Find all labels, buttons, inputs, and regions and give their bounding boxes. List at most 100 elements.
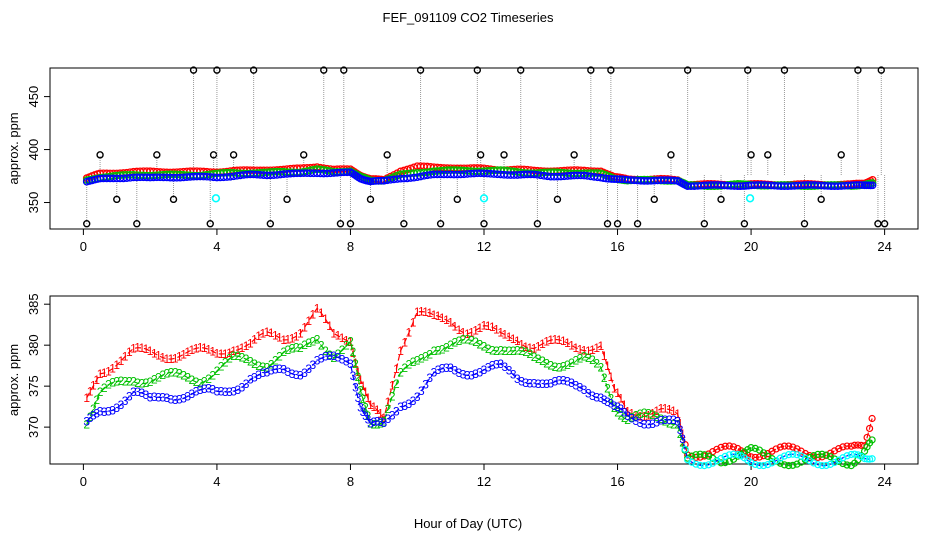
data-point-label: 1 [301,320,308,334]
calibration-point [700,220,709,228]
data-point-label: 3 [197,383,204,397]
data-point [822,461,830,470]
data-point [747,444,755,452]
data-point-label: 2 [560,360,567,374]
data-point-label: 2 [679,435,686,449]
data-point-label: 3 [539,377,546,391]
data-point-label: 1 [481,319,488,333]
data-point-label: 3 [297,368,304,382]
data-point-label: 1 [614,386,621,400]
data-point-label: 2 [243,352,250,366]
data-point-label: 3 [310,358,317,372]
data-point-label: 1 [377,407,384,421]
data-point-label: 3 [397,400,404,414]
y-axis-label: approx. ppm [6,112,21,184]
data-point [721,442,729,450]
data-point-label: 2 [87,410,94,424]
data-point-label: 2 [377,416,384,430]
data-point [759,461,768,470]
data-point-label: 2 [272,354,279,368]
calibration-point [153,151,161,159]
data-point-label: 2 [105,378,112,392]
data-point-label: 3 [593,391,600,405]
data-point-label: 3 [514,372,521,386]
data-point [615,175,624,183]
data-point-label: 2 [374,417,381,431]
data-point [717,459,725,467]
cyan-point [211,194,221,203]
data-point-label: 3 [581,383,588,397]
data-point-label: 2 [214,364,221,378]
data-point-label: 1 [268,326,275,340]
cyan-point [479,194,489,203]
calibration-point [320,66,328,74]
data-point [843,442,851,450]
calibration-point [553,195,562,204]
data-point-label: 1 [531,342,538,356]
data-point-label: 2 [385,402,392,416]
data-point [855,181,864,189]
data-point-label: 3 [426,371,433,385]
data-point-label: 2 [418,352,425,366]
data-point-label: 3 [314,353,321,367]
data-point-label: 2 [101,381,108,395]
data-point-label: 1 [581,344,588,358]
y-tick-label: 450 [26,86,41,108]
calibration-point [400,220,408,228]
data-point-label: 2 [335,347,342,361]
data-point-label: 3 [259,366,266,380]
data-point-label: 2 [497,343,504,357]
data-point-label: 2 [547,359,554,373]
data-point-label: 3 [572,378,579,392]
data-point-label: 2 [310,334,317,348]
data-point-label: 3 [251,370,258,384]
data-point-label: 2 [209,368,216,382]
data-point-label: 1 [326,319,333,333]
data-point-label: 3 [209,383,216,397]
data-point-label: 3 [350,369,357,383]
data-point-label: 1 [653,404,660,418]
data-point-label: 2 [289,341,296,355]
data-point-label: 3 [255,368,262,382]
data-point-label: 2 [251,357,258,371]
data-point-label: 3 [101,405,108,419]
data-point [868,436,876,444]
data-point [839,443,847,451]
calibration-point [717,195,725,204]
data-point [721,452,729,460]
data-point-label: 1 [658,402,665,416]
calibration-point [249,66,258,74]
data-point-label: 1 [151,346,158,360]
x-tick-label: 20 [744,474,758,489]
data-point-label: 2 [393,377,400,391]
data-point-label: 1 [435,309,442,323]
data-point-label: 2 [493,344,500,358]
data-point-label: 2 [531,350,538,364]
data-point-label: 1 [230,344,237,358]
data-point-label: 2 [280,345,287,359]
data-point-label: 1 [604,359,611,373]
data-point-label: 2 [502,344,509,358]
data-point-label: 2 [552,360,559,374]
data-point-label: 3 [130,385,137,399]
x-tick-label: 0 [80,239,87,254]
data-point [610,175,619,183]
data-point [700,461,708,470]
data-point-label: 1 [197,341,204,355]
data-point [785,451,793,459]
data-point-label: 2 [460,333,467,347]
cyan-point [745,194,755,203]
calibration-point [213,66,221,74]
data-point-label: 1 [168,352,175,366]
data-point-label: 3 [113,401,120,415]
data-point-label: 1 [97,367,104,381]
cyan-calibration-series [211,194,755,203]
data-point-label: 3 [222,385,229,399]
data-point [741,182,750,190]
data-point-label: 1 [335,329,342,343]
data-point-label: 3 [352,381,359,395]
data-point-label: 2 [305,336,312,350]
data-point-label: 2 [234,349,241,363]
data-point-label: 1 [322,312,329,326]
data-point-label: 2 [172,365,179,379]
